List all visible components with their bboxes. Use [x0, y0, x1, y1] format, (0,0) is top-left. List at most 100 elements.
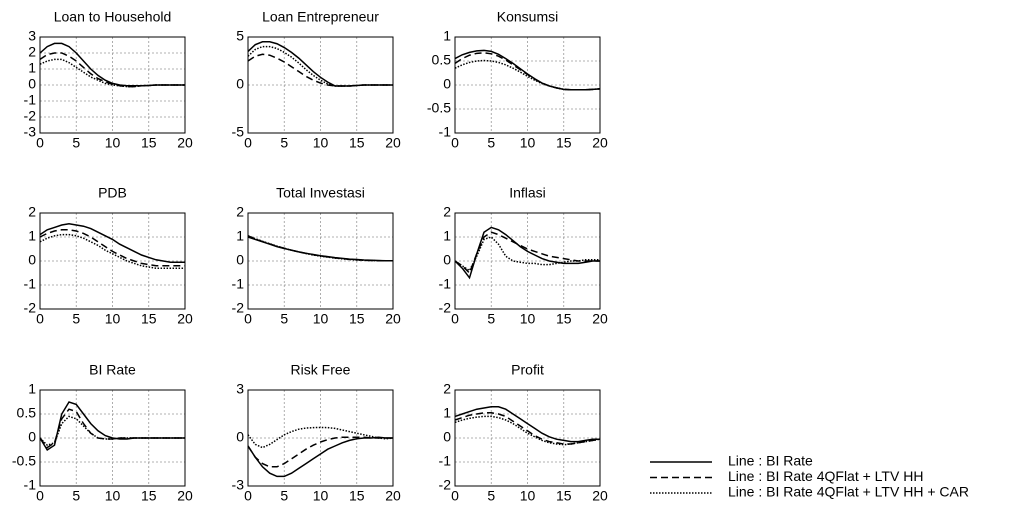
y-tick-label: -0.5 — [427, 100, 451, 116]
x-tick-label: 20 — [177, 311, 193, 327]
chart-title: Profit — [511, 362, 544, 378]
y-tick-label: -0.5 — [12, 453, 36, 469]
y-tick-label: -2 — [439, 477, 452, 493]
y-tick-label: 0 — [28, 429, 36, 445]
y-tick-label: 2 — [28, 204, 36, 220]
x-tick-label: 0 — [451, 135, 459, 151]
x-tick-label: 0 — [244, 311, 252, 327]
x-tick-label: 10 — [520, 488, 536, 504]
x-tick-label: 15 — [141, 135, 157, 151]
x-tick-label: 5 — [487, 488, 495, 504]
series-line — [454, 406, 600, 443]
x-tick-label: 15 — [556, 135, 572, 151]
chart-title: Loan Entrepreneur — [262, 9, 379, 25]
y-tick-label: 0 — [443, 252, 451, 268]
x-tick-label: 5 — [487, 311, 495, 327]
y-tick-label: 1 — [28, 381, 36, 397]
y-tick-label: -2 — [232, 300, 245, 316]
series-line — [247, 45, 393, 87]
series-line — [454, 231, 600, 275]
y-tick-label: 1 — [28, 60, 36, 76]
series-line — [247, 235, 393, 262]
y-tick-label: 3 — [28, 28, 36, 44]
x-tick-label: 5 — [280, 135, 288, 151]
series-line — [454, 52, 601, 91]
x-tick-label: 0 — [36, 488, 44, 504]
series-line — [39, 223, 185, 263]
x-tick-label: 15 — [141, 311, 157, 327]
y-tick-label: 0 — [28, 252, 36, 268]
y-tick-label: 2 — [28, 44, 36, 60]
x-tick-label: 0 — [451, 488, 459, 504]
x-tick-label: 0 — [36, 311, 44, 327]
series-line — [247, 41, 393, 87]
y-tick-label: 0 — [236, 76, 244, 92]
series-line — [39, 233, 185, 269]
x-tick-label: 20 — [385, 488, 401, 504]
plot-frame — [39, 212, 186, 310]
chart-title: Konsumsi — [497, 9, 558, 25]
chart-title: Risk Free — [291, 362, 351, 378]
y-tick-label: 2 — [443, 381, 451, 397]
series-line — [247, 436, 393, 468]
plot-frame — [454, 36, 601, 134]
y-tick-label: -1 — [24, 276, 37, 292]
x-tick-label: 0 — [244, 488, 252, 504]
legend-label: Line : BI Rate 4QFlat + LTV HH — [728, 468, 923, 484]
series-line — [454, 236, 600, 272]
y-tick-label: 0 — [443, 429, 451, 445]
x-tick-label: 5 — [487, 135, 495, 151]
x-tick-label: 15 — [141, 488, 157, 504]
series-line — [39, 415, 185, 447]
series-line — [39, 52, 185, 88]
x-tick-label: 20 — [592, 488, 608, 504]
x-tick-label: 5 — [72, 488, 80, 504]
series-line — [39, 58, 185, 88]
y-tick-label: -2 — [24, 108, 37, 124]
x-tick-label: 10 — [105, 488, 121, 504]
y-tick-label: -1 — [439, 453, 452, 469]
y-tick-label: 1 — [443, 405, 451, 421]
y-tick-label: -2 — [24, 300, 37, 316]
y-tick-label: -5 — [232, 124, 245, 140]
x-tick-label: 5 — [280, 488, 288, 504]
series-line — [247, 53, 393, 87]
x-tick-label: 0 — [451, 311, 459, 327]
y-tick-label: 2 — [236, 204, 244, 220]
y-tick-label: 2 — [443, 204, 451, 220]
y-tick-label: 0.5 — [432, 52, 452, 68]
legend-label: Line : BI Rate — [728, 453, 813, 469]
y-tick-label: 0 — [28, 76, 36, 92]
x-tick-label: 10 — [105, 135, 121, 151]
x-tick-label: 0 — [36, 135, 44, 151]
y-tick-label: -1 — [232, 276, 245, 292]
y-tick-label: -3 — [232, 477, 245, 493]
plot-frame — [454, 389, 601, 487]
series-line — [39, 229, 185, 267]
x-tick-label: 15 — [349, 311, 365, 327]
chart-title: BI Rate — [89, 362, 136, 378]
y-tick-label: 1 — [443, 28, 451, 44]
x-tick-label: 10 — [105, 311, 121, 327]
y-tick-label: 5 — [236, 28, 244, 44]
x-tick-label: 15 — [556, 488, 572, 504]
x-tick-label: 20 — [385, 135, 401, 151]
x-tick-label: 20 — [385, 311, 401, 327]
y-tick-label: 0 — [443, 76, 451, 92]
y-tick-label: -1 — [439, 124, 452, 140]
x-tick-label: 10 — [313, 311, 329, 327]
y-tick-label: -3 — [24, 124, 37, 140]
y-tick-label: 0 — [236, 252, 244, 268]
x-tick-label: 0 — [244, 135, 252, 151]
x-tick-label: 20 — [177, 488, 193, 504]
x-tick-label: 15 — [556, 311, 572, 327]
series-line — [454, 412, 601, 445]
series-line — [454, 59, 601, 91]
chart-title: Inflasi — [509, 185, 546, 201]
x-tick-label: 10 — [313, 488, 329, 504]
legend-label: Line : BI Rate 4QFlat + LTV HH + CAR — [728, 484, 969, 500]
series-line — [454, 415, 601, 446]
y-tick-label: -2 — [439, 300, 452, 316]
chart-title: Loan to Household — [54, 9, 172, 25]
